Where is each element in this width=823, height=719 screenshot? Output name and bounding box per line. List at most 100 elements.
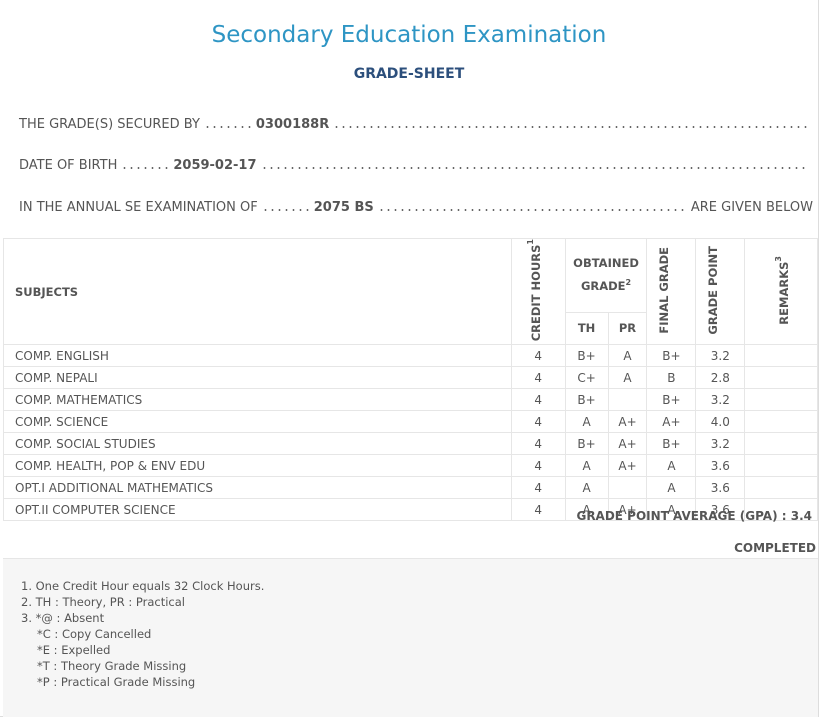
table-row: OPT.I ADDITIONAL MATHEMATICS 4 A A 3.6 xyxy=(3,476,818,500)
cell: B+ xyxy=(564,344,609,368)
cell: 3.2 xyxy=(695,432,746,456)
table-row: OPT.II COMPUTER SCIENCE 4 A A+ A 3.6 xyxy=(3,498,818,522)
header: FINAL GRADE xyxy=(646,237,697,346)
cell xyxy=(607,388,648,412)
value: 0300188R xyxy=(255,117,330,132)
label: ARE GIVEN BELOW xyxy=(690,200,813,215)
cell: 4 xyxy=(510,344,566,368)
cell xyxy=(744,344,818,368)
leader xyxy=(333,126,809,128)
leader xyxy=(121,167,170,169)
note: 2. TH : Theory, PR : Practical xyxy=(21,595,185,609)
cell xyxy=(744,498,818,522)
info-line: THE GRADE(S) SECURED BY 0300188R xyxy=(19,117,813,132)
label: DATE OF BIRTH xyxy=(19,158,118,173)
table-row: COMP. HEALTH, POP & ENV EDU 4 A A+ A 3.6 xyxy=(3,454,818,478)
table-row: COMP. NEPALI 4 C+ A B 2.8 xyxy=(3,366,818,390)
note-mark: 3 xyxy=(773,255,783,262)
value: 2075 BS xyxy=(313,200,374,215)
cell: B+ xyxy=(646,388,697,412)
cell: A+ xyxy=(607,432,648,456)
cell: A+ xyxy=(607,410,648,434)
info-line: DATE OF BIRTH 2059-02-17 xyxy=(19,158,813,173)
cell xyxy=(744,388,818,412)
header-text: FINAL GRADE xyxy=(657,246,672,334)
cell: A xyxy=(564,410,609,434)
header: CREDIT HOURS1 xyxy=(510,237,566,346)
cell: 4.0 xyxy=(695,410,746,434)
cell: 4 xyxy=(510,388,566,412)
gpa-label: GRADE POINT AVERAGE (GPA) : xyxy=(576,509,787,523)
note: *T : Theory Grade Missing xyxy=(37,659,187,673)
header: OBTAINED GRADE2 xyxy=(564,238,648,313)
header: REMARKS3 xyxy=(744,237,818,346)
cell xyxy=(744,366,818,390)
cell: 4 xyxy=(510,410,566,434)
note-mark: 1 xyxy=(526,239,536,245)
gpa-value: 3.4 xyxy=(790,509,812,523)
cell: B+ xyxy=(564,388,609,412)
cell: A xyxy=(564,498,609,522)
cell: 4 xyxy=(510,366,566,390)
cell: 4 xyxy=(510,454,566,478)
header: GRADE POINT xyxy=(695,237,746,346)
header: TH xyxy=(564,311,609,346)
header-text: REMARKS xyxy=(776,261,791,325)
cell: A xyxy=(607,366,648,390)
cell: 3.2 xyxy=(695,344,746,368)
cell: B+ xyxy=(564,432,609,456)
cell xyxy=(744,432,818,456)
cell: A+ xyxy=(646,410,697,434)
info-line: IN THE ANNUAL SE EXAMINATION OF 2075 BS AR… xyxy=(19,200,813,215)
grade-table: SUBJECTS CREDIT HOURS1 OBTAINED GRADE2 F… xyxy=(3,237,818,522)
cell: C+ xyxy=(564,366,609,390)
cell: 3.6 xyxy=(695,476,746,500)
summary: GRADE POINT AVERAGE (GPA) : 3.4 COMPLETE… xyxy=(3,488,818,558)
cell: COMP. HEALTH, POP & ENV EDU xyxy=(3,454,512,478)
cell: 3.6 xyxy=(695,454,746,478)
label: IN THE ANNUAL SE EXAMINATION OF xyxy=(19,200,258,215)
cell: 4 xyxy=(510,432,566,456)
table-row: COMP. ENGLISH 4 B+ A B+ 3.2 xyxy=(3,344,818,368)
header: SUBJECTS xyxy=(3,237,512,346)
header-text: OBTAINED GRADE xyxy=(573,256,639,294)
cell: B+ xyxy=(646,344,697,368)
table-row: COMP. MATHEMATICS 4 B+ B+ 3.2 xyxy=(3,388,818,412)
notes: 1. One Credit Hour equals 32 Clock Hours… xyxy=(3,558,818,717)
cell: COMP. NEPALI xyxy=(3,366,512,390)
header: PR xyxy=(607,311,648,346)
cell: COMP. SOCIAL STUDIES xyxy=(3,432,512,456)
cell: COMP. MATHEMATICS xyxy=(3,388,512,412)
leader xyxy=(377,209,687,211)
leader xyxy=(261,209,310,211)
cell: A xyxy=(564,454,609,478)
note: 1. One Credit Hour equals 32 Clock Hours… xyxy=(21,579,265,593)
subtitle: GRADE-SHEET xyxy=(353,66,465,82)
leader xyxy=(203,126,252,128)
table-row: COMP. SOCIAL STUDIES 4 B+ A+ B+ 3.2 xyxy=(3,432,818,456)
cell: A xyxy=(607,344,648,368)
note: *E : Expelled xyxy=(37,643,111,657)
header-text: GRADE POINT xyxy=(706,245,721,335)
value: 2059-02-17 xyxy=(173,158,257,173)
note: *C : Copy Cancelled xyxy=(37,627,152,641)
header-text: CREDIT HOURS xyxy=(528,244,543,342)
cell: B xyxy=(646,366,697,390)
cell: A xyxy=(646,454,697,478)
gpa: GRADE POINT AVERAGE (GPA) : 3.4 xyxy=(576,509,812,523)
label: THE GRADE(S) SECURED BY xyxy=(19,117,200,132)
title: Secondary Education Examination xyxy=(211,22,607,48)
note-mark: 2 xyxy=(625,278,632,288)
note: *P : Practical Grade Missing xyxy=(37,675,196,689)
note: 3. *@ : Absent xyxy=(21,611,105,625)
cell: A+ xyxy=(607,498,648,522)
cell: B+ xyxy=(646,432,697,456)
cell: OPT.II COMPUTER SCIENCE xyxy=(3,498,512,522)
cell: 3.2 xyxy=(695,388,746,412)
table-row: COMP. SCIENCE 4 A A+ A+ 4.0 xyxy=(3,410,818,434)
cell xyxy=(744,410,818,434)
cell: COMP. SCIENCE xyxy=(3,410,512,434)
leader xyxy=(260,167,809,169)
cell xyxy=(744,454,818,478)
